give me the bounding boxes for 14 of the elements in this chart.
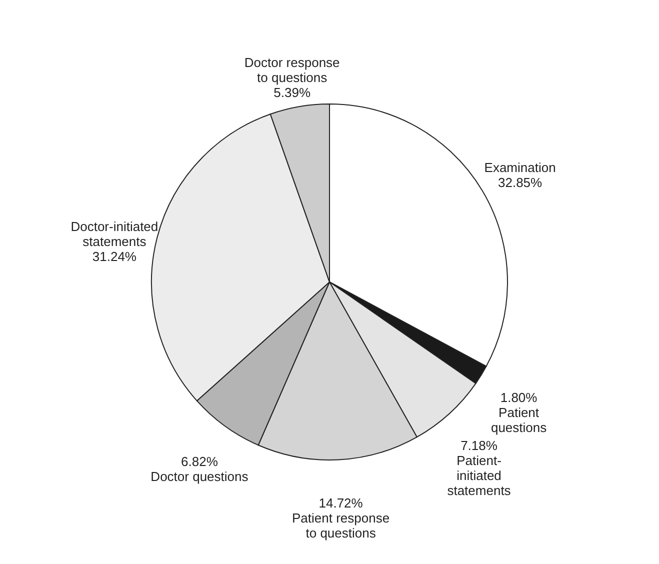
slice-label: Doctor response to questions <box>244 55 340 86</box>
data-label: 7.18% <box>460 438 498 454</box>
slice-label: Patient questions <box>490 404 548 435</box>
data-label: 14.72% <box>318 496 364 511</box>
slice-label: Examination <box>484 160 556 176</box>
slice-label: Doctor questions <box>150 468 249 484</box>
slice-label: Doctor-initiated statements <box>70 218 158 249</box>
data-label: 31.24% <box>92 248 137 264</box>
slice-label: Patient-initiated statements <box>447 453 512 498</box>
data-label: 1.80% <box>500 390 538 405</box>
data-label: 5.39% <box>274 85 311 100</box>
slice-label: Patient response to questions <box>292 510 390 541</box>
data-label: 32.85% <box>498 175 543 190</box>
data-label: 6.82% <box>181 454 218 469</box>
